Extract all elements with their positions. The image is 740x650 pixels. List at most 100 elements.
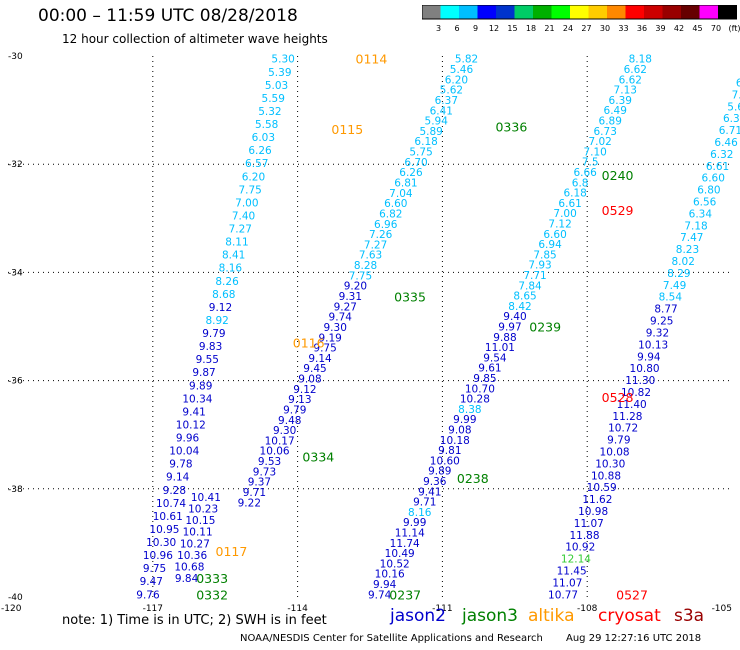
swh-value: 10.80	[630, 363, 660, 375]
swh-value: 9.99	[403, 517, 426, 529]
swh-value: 8.92	[205, 315, 228, 327]
swh-value: 5.32	[258, 106, 281, 118]
swh-value: 11.01	[485, 342, 515, 354]
color-swatch	[440, 5, 459, 19]
swh-value: 9.61	[478, 363, 501, 375]
swh-value: 9.22	[238, 497, 261, 509]
swh-value: 10.08	[600, 446, 630, 458]
swh-value: 10.34	[182, 393, 212, 405]
swh-value: 10.98	[578, 506, 608, 518]
color-scale-tick-label: 3	[436, 24, 441, 33]
swh-value: 5.46	[450, 64, 474, 76]
swh-value: 7.12	[548, 219, 571, 231]
swh-value: 6.61	[706, 161, 729, 173]
swh-value: 7.75	[238, 184, 261, 196]
swh-value: 9.71	[413, 497, 436, 509]
color-swatch	[625, 5, 644, 19]
longitude-label: -117	[143, 604, 163, 612]
swh-value: 10.77	[548, 589, 578, 601]
swh-value: 9.87	[192, 367, 215, 379]
color-scale-tick-label: 18	[526, 24, 536, 33]
swh-value: 5.58	[255, 119, 278, 131]
swh-value: 10.13	[638, 339, 668, 351]
swh-value: 10.70	[465, 383, 495, 395]
color-scale-tick-label: 39	[655, 24, 665, 33]
swh-value: 9.12	[293, 384, 316, 396]
swh-value: 5.03	[265, 80, 288, 92]
swh-value: 7.10	[583, 146, 606, 158]
swh-value: 9.55	[196, 354, 219, 366]
color-scale-tick-label: 42	[674, 24, 684, 33]
swh-value: 7.63	[359, 250, 382, 262]
swh-value: 11.07	[574, 518, 604, 530]
swh-value: 8.16	[219, 263, 243, 275]
swh-value: 9.40	[503, 311, 526, 323]
pass-time-label: 0332	[196, 587, 228, 602]
swh-value: 8.02	[672, 256, 695, 268]
color-scale-tick-label: (ft)	[728, 24, 740, 33]
swh-value: 6.26	[399, 167, 423, 179]
latitude-label: -36	[8, 377, 23, 387]
latitude-label: -34	[8, 268, 23, 278]
swh-value: 10.11	[183, 527, 213, 539]
swh-value: 6.37	[435, 95, 458, 107]
swh-value: 10.17	[265, 435, 295, 447]
color-scale-tick-label: 12	[489, 24, 499, 33]
swh-value: 6.62	[624, 64, 647, 76]
swh-value: 11.62	[582, 494, 612, 506]
swh-value: 6.82	[379, 208, 402, 220]
color-scale-tick-label: 70	[711, 24, 721, 33]
swh-value: 6.61	[558, 198, 581, 210]
latitude-label: -38	[8, 485, 23, 495]
swh-value: 6.46	[714, 137, 738, 149]
swh-value: 9.78	[169, 459, 192, 471]
swh-value: 9.73	[253, 466, 276, 478]
swh-value: 8.41	[222, 250, 245, 262]
swh-value: 9.71	[243, 487, 266, 499]
swh-value: 7.85	[533, 249, 556, 261]
swh-value: 10.18	[440, 435, 470, 447]
swh-value: 9.94	[373, 579, 397, 591]
color-scale-tick-label: 6	[454, 24, 459, 33]
swh-value: 6.70	[404, 157, 427, 169]
swh-value: 7.71	[523, 270, 546, 282]
swh-value: 5.89	[419, 126, 442, 138]
color-scale-tick-label: 15	[507, 24, 517, 33]
swh-value: 9.08	[298, 374, 321, 386]
swh-value: 10.49	[385, 548, 415, 560]
swh-value: 9.79	[283, 404, 306, 416]
pass-time-label: 0333	[196, 571, 228, 586]
color-swatch	[644, 5, 663, 19]
swh-value: 6.38	[723, 113, 740, 125]
color-swatch	[514, 5, 533, 19]
swh-value: 9.13	[288, 394, 311, 406]
swh-value: 7.27	[364, 239, 387, 251]
color-scale-legend: 3 6 9 12 15 18 21 24 27 30 33 36 39 42 45 70 (ft)	[422, 5, 740, 33]
footer-credit: NOAA/NESDIS Center for Satellite Applica…	[240, 633, 543, 644]
swh-value: 9.79	[607, 435, 630, 447]
swh-value: 6.89	[599, 116, 622, 128]
swh-value: 10.27	[180, 538, 210, 550]
color-swatch	[551, 5, 570, 19]
color-swatch	[718, 5, 737, 19]
swh-value: 9.83	[199, 341, 222, 353]
longitude-label: -114	[287, 604, 308, 612]
swh-value: 7.13	[732, 89, 740, 101]
color-scale-tick-label: 9	[473, 24, 478, 33]
swh-value: 8.28	[354, 260, 377, 272]
swh-value: 5.39	[268, 67, 291, 79]
swh-value: 9.32	[646, 327, 669, 339]
map-title: 00:00 – 11:59 UTC 08/28/2018	[38, 6, 298, 26]
swh-value: 11.40	[617, 399, 647, 411]
swh-value: 7.47	[680, 232, 703, 244]
longitude-label: -111	[432, 604, 452, 612]
swh-value: 9.25	[650, 316, 673, 328]
swh-value: 6.18	[414, 136, 437, 148]
swh-value: 10.59	[587, 482, 617, 494]
swh-value: 6.26	[248, 145, 272, 157]
swh-value: 10.30	[146, 537, 176, 549]
color-swatch	[570, 5, 589, 19]
color-swatch	[459, 5, 478, 19]
swh-value: 9.41	[182, 406, 205, 418]
swh-value: 10.41	[191, 492, 221, 504]
